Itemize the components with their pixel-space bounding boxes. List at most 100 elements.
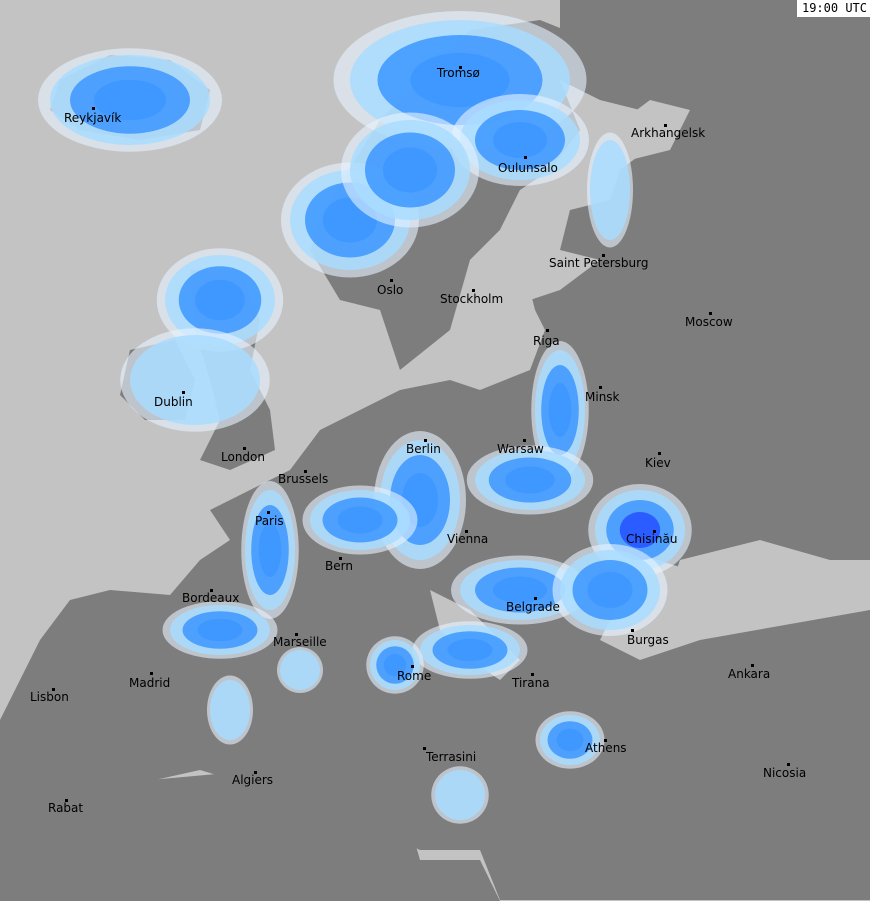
city-label: Brussels (278, 472, 328, 486)
radar-echo (195, 279, 245, 321)
city-dot-icon (411, 665, 414, 668)
city-warsaw: Warsaw (497, 439, 544, 456)
city-bordeaux: Bordeaux (182, 589, 239, 605)
city-tirana: Tirana (511, 673, 550, 690)
city-label: Marseille (273, 635, 327, 649)
city-label: Berlin (406, 442, 441, 456)
radar-echo (258, 523, 282, 577)
city-rome: Rome (397, 665, 431, 683)
black-sea (670, 540, 830, 615)
city-terrasini: Terrasini (423, 747, 476, 764)
radar-precipitation (38, 11, 692, 824)
city-lisbon: Lisbon (30, 688, 69, 704)
city-dot-icon (243, 447, 246, 450)
city-dot-icon (424, 439, 427, 442)
city-reykjav-k: Reykjavík (64, 107, 121, 125)
city-label: London (221, 450, 265, 464)
city-label: Chisinău (626, 532, 677, 546)
city-label: Bern (325, 559, 353, 573)
white-sea (610, 100, 690, 160)
city-label: Tirana (511, 676, 550, 690)
city-label: Dublin (154, 395, 193, 409)
city-marseille: Marseille (273, 633, 327, 649)
city-nicosia: Nicosia (763, 763, 806, 780)
city-riga: Riga (533, 329, 560, 348)
city-dot-icon (423, 747, 426, 750)
land-turkey (640, 610, 870, 760)
city-rabat: Rabat (48, 799, 83, 815)
city-dot-icon (254, 771, 257, 774)
city-dot-icon (92, 107, 95, 110)
city-label: Terrasini (425, 750, 476, 764)
city-chisin-u: Chisinău (626, 530, 677, 546)
radar-echo (493, 576, 547, 604)
city-dot-icon (653, 530, 656, 533)
radar-echo (556, 728, 584, 752)
city-label: Riga (533, 334, 560, 348)
city-dot-icon (599, 386, 602, 389)
city-label: Belgrade (506, 600, 560, 614)
city-dot-icon (787, 763, 790, 766)
city-moscow: Moscow (685, 312, 733, 329)
city-label: Moscow (685, 315, 733, 329)
city-label: Tromsø (436, 66, 480, 80)
city-label: Lisbon (30, 690, 69, 704)
city-label: Athens (585, 741, 627, 755)
city-ankara: Ankara (728, 664, 770, 681)
radar-echo (590, 140, 630, 240)
city-label: Arkhangelsk (631, 126, 705, 140)
city-belgrade: Belgrade (506, 597, 560, 614)
city-label: Rome (397, 669, 431, 683)
city-label: Paris (255, 514, 284, 528)
city-dot-icon (210, 589, 213, 592)
radar-echo (210, 680, 250, 740)
city-dot-icon (465, 530, 468, 533)
city-dot-icon (534, 597, 537, 600)
city-minsk: Minsk (585, 386, 620, 404)
city-label: Stockholm (440, 292, 503, 306)
city-dot-icon (751, 664, 754, 667)
city-label: Rabat (48, 801, 83, 815)
city-bern: Bern (325, 557, 353, 573)
city-label: Vienna (447, 532, 488, 546)
radar-echo (493, 122, 547, 158)
city-label: Saint Petersburg (549, 256, 648, 270)
city-label: Burgas (627, 633, 669, 647)
radar-echo (280, 650, 320, 690)
city-paris: Paris (255, 511, 284, 528)
city-dot-icon (390, 279, 393, 282)
city-athens: Athens (585, 739, 627, 755)
city-label: Warsaw (497, 442, 544, 456)
baltic-sea (400, 180, 540, 385)
radar-echo (410, 53, 510, 107)
city-markers: Reykjavík Tromsø Oulunsalo Arkhangelsk Saint… (30, 66, 806, 815)
radar-echo (383, 653, 407, 677)
city-label: Bordeaux (182, 591, 239, 605)
radar-echo (383, 147, 437, 193)
city-label: Kiev (645, 456, 671, 470)
radar-echo (337, 506, 383, 534)
radar-echo (505, 466, 555, 494)
city-dot-icon (339, 557, 342, 560)
timestamp-label: 19:00 UTC (796, 0, 870, 17)
city-dot-icon (295, 633, 298, 636)
radar-echo (619, 512, 661, 548)
city-dot-icon (52, 688, 55, 691)
city-dot-icon (65, 799, 68, 802)
radar-echo (447, 638, 493, 662)
land-africa (0, 770, 500, 901)
city-label: Algiers (232, 773, 273, 787)
city-label: Oulunsalo (498, 161, 558, 175)
city-dot-icon (459, 66, 462, 69)
city-dot-icon (150, 672, 153, 675)
radar-echo (130, 335, 260, 425)
city-dot-icon (546, 329, 549, 332)
city-label: Oslo (377, 283, 403, 297)
city-london: London (221, 447, 265, 464)
radar-echo (94, 79, 166, 121)
city-label: Ankara (728, 667, 770, 681)
city-berlin: Berlin (406, 439, 441, 456)
city-vienna: Vienna (447, 530, 488, 546)
